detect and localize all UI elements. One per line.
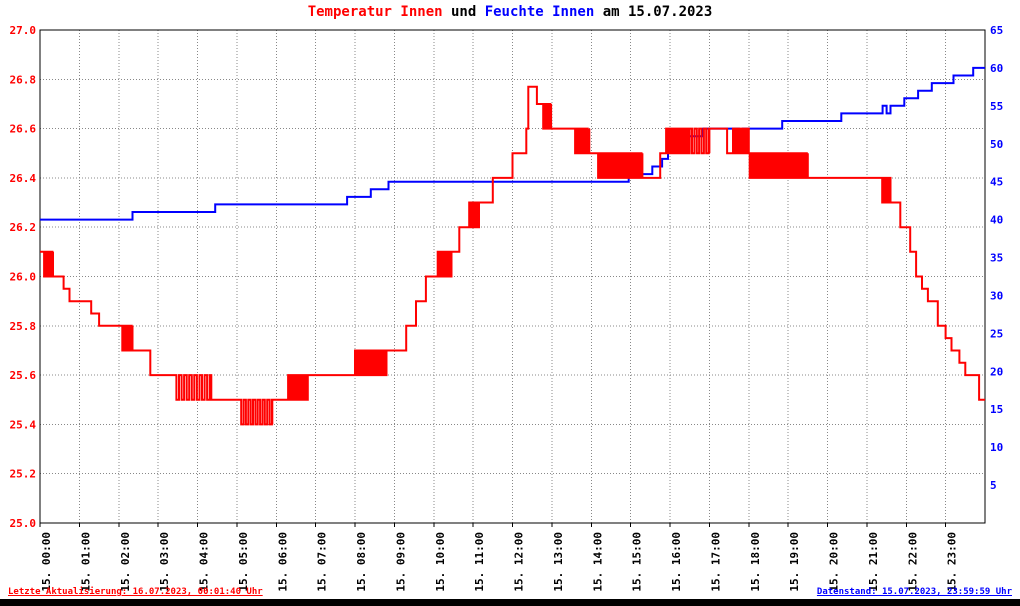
x-axis-tick-label: 15. 15:00 xyxy=(631,532,644,592)
left-axis-tick-label: 25.8 xyxy=(10,320,37,333)
right-axis-tick-label: 10 xyxy=(990,441,1003,454)
x-axis-tick-label: 15. 13:00 xyxy=(552,532,565,592)
right-axis-tick-label: 50 xyxy=(990,138,1003,151)
left-axis-tick-label: 25.6 xyxy=(10,369,37,382)
right-axis-tick-label: 20 xyxy=(990,365,1003,378)
right-axis-tick-label: 40 xyxy=(990,214,1003,227)
right-axis-tick-label: 30 xyxy=(990,289,1003,302)
chart-title: Temperatur Innen und Feuchte Innen am 15… xyxy=(0,4,1020,20)
bottom-bar xyxy=(0,599,1020,606)
x-axis-tick-label: 15. 10:00 xyxy=(434,532,447,592)
right-axis-tick-label: 45 xyxy=(990,176,1003,189)
left-axis-tick-label: 26.6 xyxy=(10,123,37,136)
x-axis-tick-label: 15. 11:00 xyxy=(473,532,486,592)
left-axis-tick-label: 25.0 xyxy=(10,517,37,530)
right-axis-tick-label: 35 xyxy=(990,252,1003,265)
right-axis-tick-label: 15 xyxy=(990,403,1003,416)
x-axis-tick-label: 15. 01:00 xyxy=(79,532,92,592)
x-axis-tick-label: 15. 22:00 xyxy=(906,532,919,592)
x-axis-tick-label: 15. 20:00 xyxy=(828,532,841,592)
left-axis-tick-label: 25.4 xyxy=(10,418,37,431)
x-axis-tick-label: 15. 08:00 xyxy=(355,532,368,592)
left-axis-tick-label: 27.0 xyxy=(10,24,37,37)
right-axis-tick-label: 5 xyxy=(990,479,997,492)
left-axis-tick-label: 25.2 xyxy=(10,468,37,481)
x-axis-tick-label: 15. 23:00 xyxy=(946,532,959,592)
x-axis-tick-label: 15. 07:00 xyxy=(316,532,329,592)
x-axis-tick-label: 15. 06:00 xyxy=(276,532,289,592)
right-axis-tick-label: 25 xyxy=(990,327,1003,340)
right-axis-tick-label: 55 xyxy=(990,100,1003,113)
x-axis-tick-label: 15. 02:00 xyxy=(119,532,132,592)
left-axis-tick-label: 26.4 xyxy=(10,172,37,185)
x-axis-tick-label: 15. 04:00 xyxy=(198,532,211,592)
title-temperature-part: Temperatur Innen xyxy=(307,4,443,20)
x-axis-tick-label: 15. 21:00 xyxy=(867,532,880,592)
title-date-part: am 15.07.2023 xyxy=(594,4,713,20)
x-axis-tick-label: 15. 18:00 xyxy=(749,532,762,592)
left-axis-tick-label: 26.8 xyxy=(10,73,37,86)
x-axis-tick-label: 15. 03:00 xyxy=(158,532,171,592)
title-humidity-part: Feuchte Innen xyxy=(484,4,595,20)
right-axis-tick-label: 60 xyxy=(990,62,1003,75)
x-axis-tick-label: 15. 19:00 xyxy=(788,532,801,592)
x-axis-tick-label: 15. 05:00 xyxy=(237,532,250,592)
temperature-line xyxy=(40,85,985,426)
last-update-text: Letzte Aktualisierung: 16.07.2023, 00:01… xyxy=(8,587,263,597)
data-state-text: Datenstand: 15.07.2023, 23:59:59 Uhr xyxy=(816,587,1012,597)
x-axis-tick-label: 15. 14:00 xyxy=(591,532,604,592)
x-axis-tick-label: 15. 16:00 xyxy=(670,532,683,592)
x-axis-tick-label: 15. 17:00 xyxy=(709,532,722,592)
left-axis-tick-label: 26.0 xyxy=(10,271,37,284)
x-axis-tick-label: 15. 09:00 xyxy=(394,532,407,592)
title-und-part: und xyxy=(442,4,485,20)
x-axis-tick-label: 15. 00:00 xyxy=(40,532,53,592)
left-axis-tick-label: 26.2 xyxy=(10,221,37,234)
right-axis-tick-label: 65 xyxy=(990,24,1003,37)
x-axis-tick-label: 15. 12:00 xyxy=(513,532,526,592)
